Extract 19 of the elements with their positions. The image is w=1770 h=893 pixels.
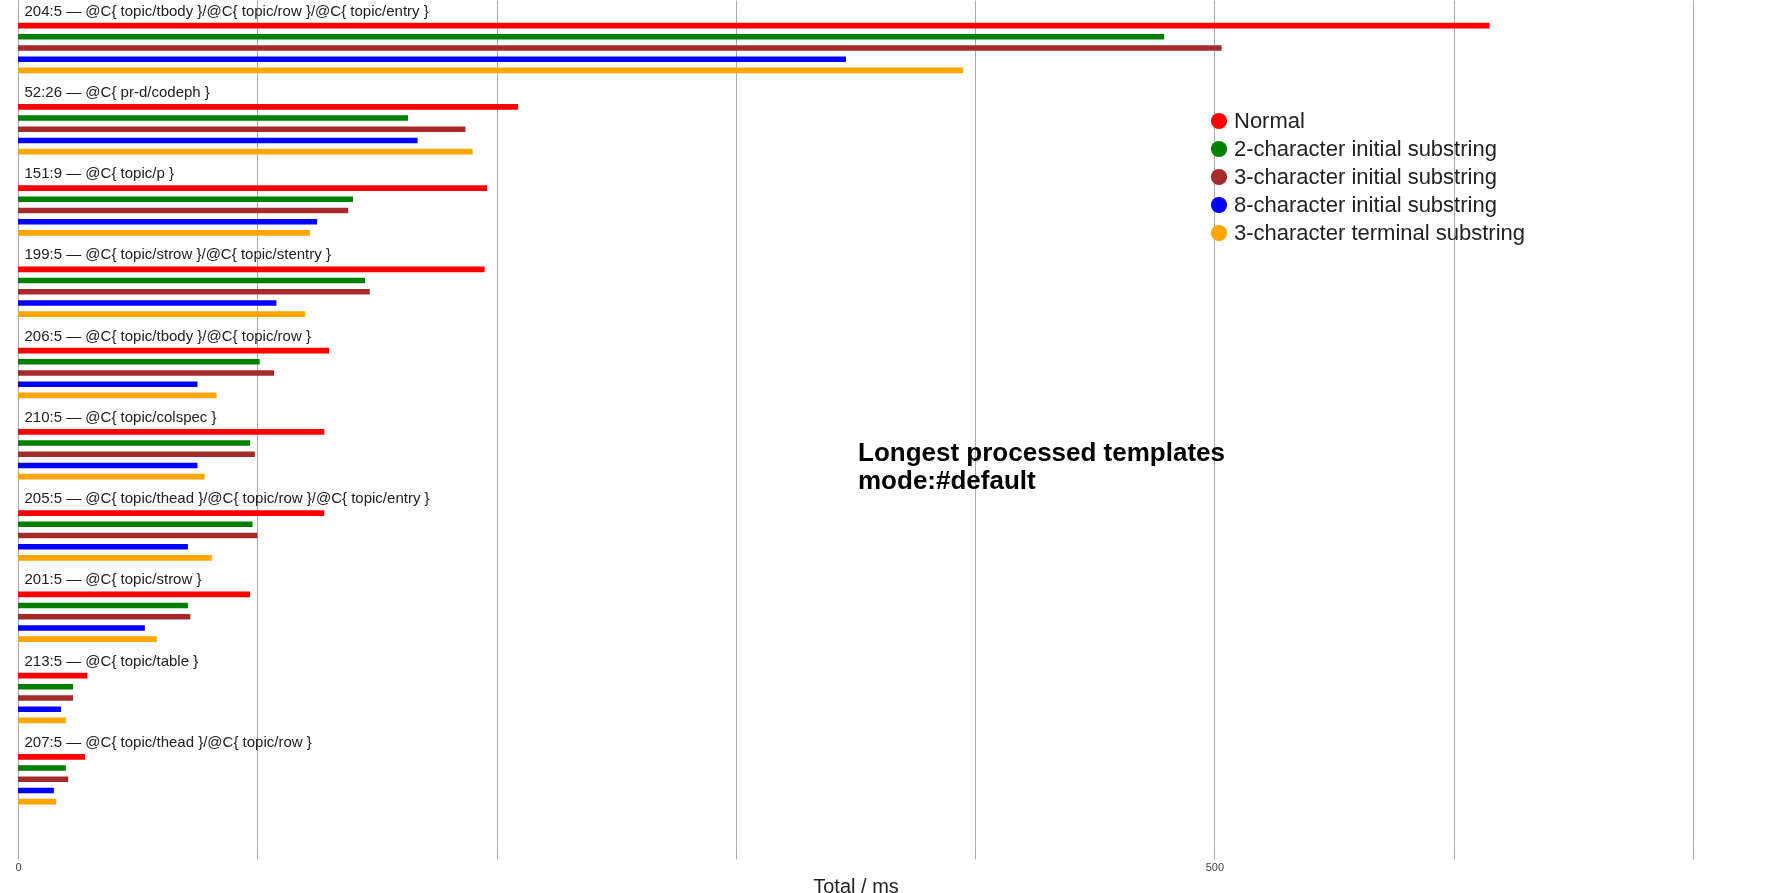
legend-label: 8-character initial substring <box>1234 192 1497 217</box>
legend-label: 3-character initial substring <box>1234 164 1497 189</box>
y-tick-label: 207:5 — @C{ topic/thead }/@C{ topic/row } <box>24 732 312 750</box>
x-axis-title: Total / ms <box>813 874 899 893</box>
text: Longest processed templates mode:#default <box>858 437 1225 495</box>
x-tick-label: 0 <box>15 860 22 873</box>
y-tick-label: 151:9 — @C{ topic/p } <box>24 164 174 182</box>
x-tick-label: 500 <box>1205 860 1225 873</box>
y-tick-label: 205:5 — @C{ topic/thead }/@C{ topic/row }/@C{ topic/entry } <box>24 489 430 507</box>
y-tick-label: 210:5 — @C{ topic/colspec } <box>24 407 217 425</box>
y-tick-label: 199:5 — @C{ topic/strow }/@C{ topic/stentry } <box>24 245 331 263</box>
y-tick-label: 204:5 — @C{ topic/tbody }/@C{ topic/row }/@C{ topic/entry } <box>24 1 429 19</box>
y-tick-label: 201:5 — @C{ topic/strow } <box>24 570 202 588</box>
y-tick-label: 213:5 — @C{ topic/table } <box>24 651 199 669</box>
legend-label: 2-character initial substring <box>1234 136 1497 161</box>
y-tick-label: 206:5 — @C{ topic/tbody }/@C{ topic/row } <box>24 326 311 344</box>
legend-label: Normal <box>1234 108 1305 133</box>
legend-label: 3-character terminal substring <box>1234 220 1526 245</box>
y-tick-label: 52:26 — @C{ pr-d/codeph } <box>24 82 210 100</box>
